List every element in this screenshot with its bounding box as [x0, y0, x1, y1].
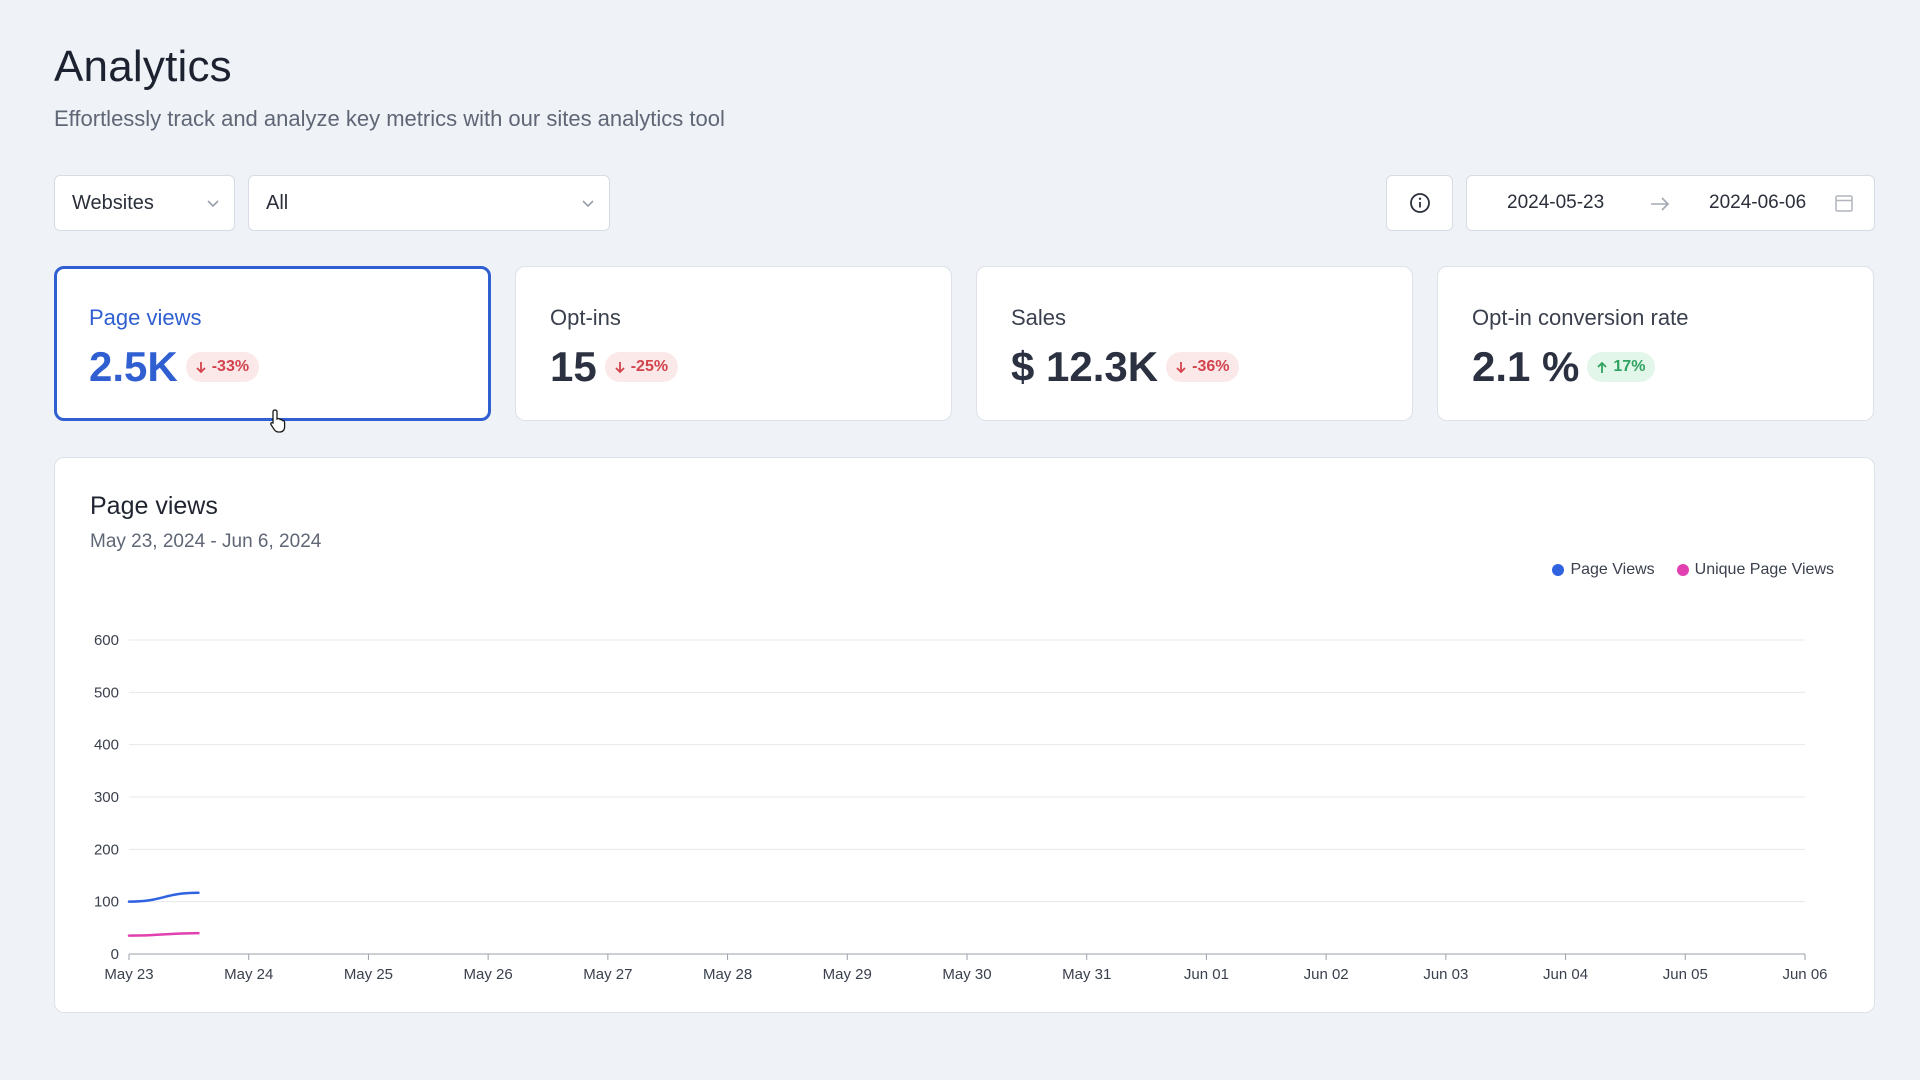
site-select-value: All — [266, 191, 289, 214]
metric-card-opt-ins[interactable]: Opt-ins 15 -25% — [515, 266, 952, 421]
change-value: -33% — [211, 358, 250, 375]
metric-label: Page views — [89, 305, 202, 330]
x-tick-label: May 26 — [464, 966, 513, 983]
metric-value: 2.1 % — [1472, 343, 1580, 390]
x-tick-label: May 28 — [703, 966, 752, 983]
metric-card-opt-in-conversion-rate[interactable]: Opt-in conversion rate 2.1 % 17% — [1437, 266, 1874, 421]
x-tick-label: May 23 — [104, 966, 153, 983]
filter-bar: Websites All — [54, 175, 610, 231]
change-badge: -33% — [185, 352, 260, 382]
x-tick-label: Jun 06 — [1782, 966, 1827, 983]
pointer-cursor-icon — [270, 409, 286, 433]
chart-title: Page views — [90, 492, 218, 520]
x-tick-label: May 27 — [583, 966, 632, 983]
page-subtitle: Effortlessly track and analyze key metri… — [54, 106, 725, 131]
x-tick-label: May 30 — [942, 966, 991, 983]
series-line-unique-page-views — [127, 931, 200, 937]
x-tick-label: Jun 02 — [1304, 966, 1349, 983]
x-tick-label: Jun 03 — [1423, 966, 1468, 983]
metric-label: Opt-in conversion rate — [1472, 305, 1689, 330]
change-badge: -36% — [1166, 352, 1240, 382]
legend-label: Page Views — [1570, 561, 1655, 578]
y-tick-label: 300 — [94, 789, 119, 806]
y-tick-label: 400 — [94, 737, 119, 754]
metric-cards: Page views 2.5K -33% Opt-ins 15 -25% Sal… — [54, 266, 1874, 421]
change-value: -36% — [1192, 358, 1230, 375]
x-tick-label: May 29 — [823, 966, 872, 983]
date-start-input[interactable]: 2024-05-23 — [1507, 192, 1605, 213]
metric-card-page-views[interactable]: Page views 2.5K -33% — [54, 266, 491, 421]
arrow-up-icon — [1597, 361, 1608, 373]
change-badge: -25% — [604, 352, 679, 382]
change-value: 17% — [1613, 358, 1646, 375]
date-end-input[interactable]: 2024-06-06 — [1709, 192, 1807, 213]
change-badge: 17% — [1587, 352, 1656, 382]
metric-label: Opt-ins — [550, 305, 621, 330]
chevron-down-icon — [206, 196, 220, 210]
legend-label: Unique Page Views — [1694, 561, 1834, 578]
legend-item-unique-page-views[interactable]: Unique Page Views — [1676, 561, 1834, 579]
date-range-picker[interactable]: 2024-05-23 2024-06-06 — [1466, 175, 1875, 231]
arrow-down-icon — [196, 361, 206, 373]
calendar-icon — [1835, 195, 1853, 212]
type-select-value: Websites — [72, 191, 154, 214]
metric-value: 15 — [550, 343, 597, 390]
y-tick-label: 100 — [94, 894, 119, 911]
chart-date-range: May 23, 2024 - Jun 6, 2024 — [90, 531, 322, 552]
x-tick-label: May 24 — [224, 966, 273, 983]
x-tick-label: Jun 05 — [1663, 966, 1708, 983]
chevron-down-icon — [581, 196, 595, 210]
y-tick-label: 500 — [94, 684, 119, 701]
legend-item-page-views[interactable]: Page Views — [1552, 561, 1655, 579]
metric-value: $ 12.3K — [1011, 343, 1159, 390]
legend-dot — [1552, 564, 1565, 576]
arrow-down-icon — [1176, 361, 1186, 373]
line-chart: 0 100 200 300 400 500 600 May 23 May 24 May 25 May… — [94, 632, 1828, 983]
type-select[interactable]: Websites — [54, 175, 235, 231]
y-tick-label: 600 — [94, 632, 119, 649]
metric-card-sales[interactable]: Sales $ 12.3K -36% — [976, 266, 1413, 421]
metric-value: 2.5K — [89, 343, 178, 390]
metric-label: Sales — [1011, 305, 1067, 330]
x-tick-label: May 31 — [1062, 966, 1111, 983]
arrow-down-icon — [615, 361, 625, 373]
series-line-page-views — [127, 891, 200, 903]
x-tick-label: Jun 04 — [1543, 966, 1588, 983]
y-tick-label: 200 — [94, 841, 119, 858]
arrow-right-icon — [1651, 197, 1670, 211]
site-select[interactable]: All — [248, 175, 610, 231]
change-value: -25% — [630, 358, 669, 375]
legend-dot — [1676, 564, 1689, 576]
y-tick-label: 0 — [111, 946, 119, 963]
x-tick-label: May 25 — [344, 966, 393, 983]
info-button[interactable] — [1386, 175, 1453, 231]
page-header: Analytics Effortlessly track and analyze… — [54, 42, 725, 132]
chart-legend: Page Views Unique Page Views — [1552, 561, 1834, 579]
chart-panel: Page views May 23, 2024 - Jun 6, 2024 Pa… — [54, 457, 1875, 1013]
info-icon — [1409, 193, 1430, 213]
x-tick-label: Jun 01 — [1184, 966, 1229, 983]
page-title: Analytics — [54, 42, 232, 91]
